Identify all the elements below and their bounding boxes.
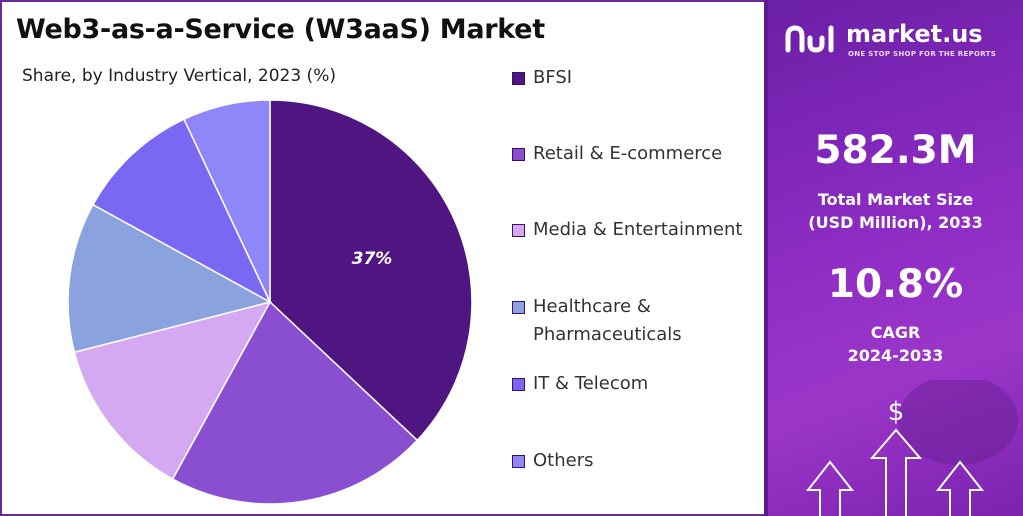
market-size-label-line1: Total Market Size xyxy=(817,190,974,209)
legend-label: Media & Entertainment xyxy=(533,216,742,244)
slice-data-label: 37% xyxy=(352,249,393,269)
legend-label: IT & Telecom xyxy=(533,370,648,398)
cagr-label-line2: 2024-2033 xyxy=(847,346,944,365)
pie-slice xyxy=(182,99,271,303)
legend-swatch xyxy=(512,72,525,85)
legend: BFSI Retail & E-commerce Media & Entertain… xyxy=(512,0,767,516)
legend-label-line: Others xyxy=(533,450,594,471)
legend-label: BFSI xyxy=(533,64,572,92)
legend-label-line: BFSI xyxy=(533,67,573,88)
market-size-label-line2: (USD Million), 2033 xyxy=(808,213,983,232)
legend-label: Retail & E-commerce xyxy=(533,140,722,168)
side-panel: market.us ONE STOP SHOP FOR THE REPORTS … xyxy=(768,0,1023,516)
svg-text:$: $ xyxy=(888,397,905,427)
growth-arrows-decoration: $ xyxy=(805,380,1018,516)
chart-title: Web3-as-a-Service (W3aaS) Market xyxy=(16,14,545,45)
brand-name: market.us xyxy=(846,20,983,48)
arrow-up-icon xyxy=(805,428,985,516)
pie-slice xyxy=(91,118,272,304)
legend-item: Retail & E-commerce xyxy=(512,140,722,168)
legend-item: Others xyxy=(512,447,594,475)
legend-swatch xyxy=(512,378,525,391)
legend-item: BFSI xyxy=(512,64,572,92)
pie-slice xyxy=(73,300,272,481)
legend-label: Healthcare & Pharmaceuticals xyxy=(533,293,682,349)
legend-item: Healthcare & Pharmaceuticals xyxy=(512,293,682,349)
legend-item: IT & Telecom xyxy=(512,370,648,398)
cagr-value: 10.8% xyxy=(827,262,964,307)
dollar-icon: $ xyxy=(888,397,905,427)
legend-swatch xyxy=(512,224,525,237)
legend-item: Media & Entertainment xyxy=(512,216,742,244)
legend-swatch xyxy=(512,301,525,314)
cagr-label-line1: CAGR xyxy=(870,323,921,342)
side-divider xyxy=(764,0,768,516)
legend-label: Others xyxy=(533,447,594,475)
legend-label-line: Retail & E-commerce xyxy=(533,143,723,164)
market-us-logo-icon xyxy=(785,25,834,53)
legend-label-line: IT & Telecom xyxy=(533,373,649,394)
market-size-value: 582.3M xyxy=(814,128,977,173)
pie-slice xyxy=(171,300,419,505)
brand-tagline: ONE STOP SHOP FOR THE REPORTS xyxy=(848,50,997,58)
pie-slice xyxy=(67,203,273,354)
pie-slice xyxy=(269,99,473,442)
legend-label-line: Media & Entertainment xyxy=(533,219,743,240)
chart-subtitle: Share, by Industry Vertical, 2023 (%) xyxy=(22,66,336,86)
legend-label-line: Pharmaceuticals xyxy=(533,324,682,345)
legend-swatch xyxy=(512,148,525,161)
legend-label-line: Healthcare & xyxy=(533,296,651,317)
legend-swatch xyxy=(512,455,525,468)
pie-chart: 37% xyxy=(67,99,473,505)
